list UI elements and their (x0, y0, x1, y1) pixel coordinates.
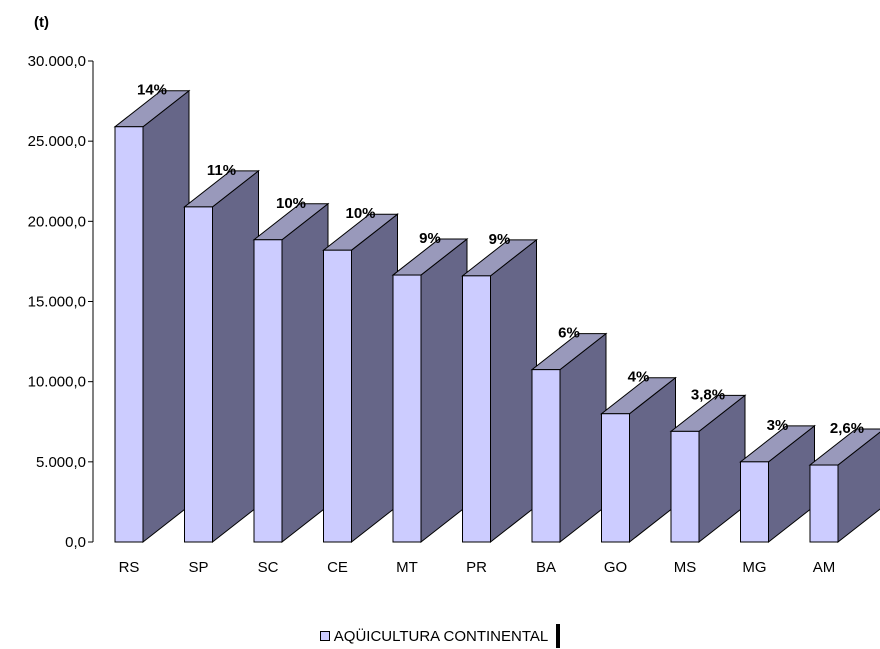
bar (600, 376, 677, 544)
data-label: 9% (489, 231, 511, 248)
bar (739, 424, 816, 544)
bar-front-face (253, 239, 283, 543)
data-label: 2,6% (830, 420, 864, 437)
x-tick-label: MG (742, 559, 766, 576)
bar-side-face (281, 202, 329, 544)
y-tick-label: 20.000,0 (28, 213, 86, 230)
x-tick-label: MS (674, 559, 697, 576)
y-tick-label: 5.000,0 (36, 454, 86, 471)
bar (808, 428, 880, 544)
bar (461, 238, 538, 544)
labels: RS 14% SP 11% SC 10% CE 10% MT 9% PR 9% BA 6% GO 4% MS 3,… (119, 82, 865, 576)
bars (113, 89, 880, 544)
bar-side-face (559, 332, 607, 544)
bar (183, 169, 260, 544)
bar-front-face (184, 206, 213, 543)
legend: AQÜICULTURA CONTINENTAL (0, 624, 880, 648)
legend-label: AQÜICULTURA CONTINENTAL (333, 627, 549, 645)
data-label: 3,8% (691, 386, 725, 403)
bar-front-face (392, 274, 422, 543)
legend-marker-bar (556, 624, 561, 648)
x-tick-label: PR (466, 559, 487, 576)
bar-side-face (351, 213, 398, 544)
bar-front-face (114, 126, 144, 543)
data-label: 6% (558, 325, 580, 342)
data-label: 11% (207, 162, 236, 179)
bar (669, 394, 747, 544)
x-tick-label: CE (327, 559, 348, 576)
bar-front-face (740, 461, 769, 543)
x-tick-label: GO (604, 559, 627, 576)
bar-side-face (490, 238, 537, 544)
bar-chart: 0,0 5.000,0 10.000,0 15.000,0 20.000,0 25.000… (28, 14, 880, 576)
y-tick-label: 10.000,0 (28, 374, 86, 391)
x-tick-label: SP (188, 559, 208, 576)
bar-front-face (809, 464, 839, 543)
y-tick-label: 15.000,0 (28, 294, 86, 311)
bar-side-face (212, 169, 259, 544)
data-label: 10% (345, 205, 375, 222)
data-label: 4% (628, 369, 650, 386)
bar-front-face (531, 369, 561, 543)
bar (113, 89, 191, 544)
bar-front-face (462, 275, 491, 543)
y-tick-label: 0,0 (65, 534, 86, 551)
x-tick-label: RS (119, 559, 140, 576)
data-label: 14% (137, 82, 167, 99)
bar-side-face (420, 238, 468, 544)
legend-swatch (319, 631, 330, 641)
x-tick-label: SC (258, 559, 279, 576)
x-tick-label: BA (536, 559, 556, 576)
bar-front-face (670, 430, 700, 543)
bar-side-face (142, 89, 190, 544)
bar (391, 238, 469, 544)
y-axis: 0,0 5.000,0 10.000,0 15.000,0 20.000,0 25.000… (28, 53, 94, 551)
x-tick-label: AM (813, 559, 836, 576)
bar-front-face (601, 413, 630, 543)
data-label: 10% (276, 195, 306, 212)
y-tick-label: 30.000,0 (28, 53, 86, 70)
bar (322, 213, 399, 544)
bar (252, 202, 330, 544)
y-tick-label: 25.000,0 (28, 133, 86, 150)
x-tick-label: MT (396, 559, 418, 576)
y-unit-label: (t) (34, 14, 49, 31)
data-label: 3% (767, 417, 789, 434)
data-label: 9% (419, 230, 441, 247)
bar-front-face (323, 249, 352, 543)
bar (530, 332, 608, 544)
